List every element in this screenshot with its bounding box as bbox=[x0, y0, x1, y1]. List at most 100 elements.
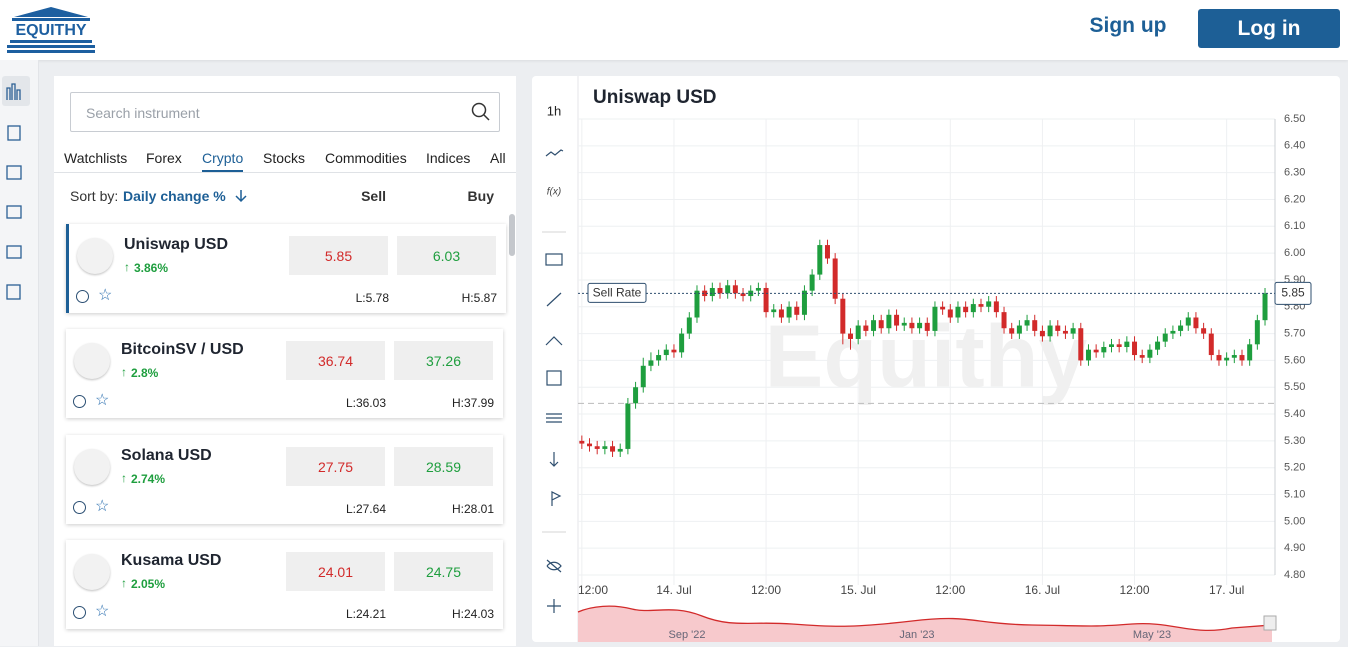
day-low: L:5.78 bbox=[355, 291, 389, 305]
candle-body bbox=[579, 440, 585, 444]
day-low: L:36.03 bbox=[345, 396, 386, 410]
search-placeholder: Search instrument bbox=[86, 105, 200, 121]
candle-body bbox=[640, 365, 646, 388]
fib-tool[interactable] bbox=[546, 413, 562, 423]
candle-body bbox=[694, 290, 700, 318]
candle-body bbox=[1016, 325, 1022, 334]
chart: 1h f(x) Uniswap USD Equithy 4.80 4.90 5.00… bbox=[542, 76, 1312, 642]
tab[interactable]: Indices bbox=[426, 150, 471, 166]
candle-body bbox=[717, 287, 723, 294]
buy-button[interactable]: 37.26 bbox=[394, 341, 493, 380]
daily-change: 2.74% bbox=[131, 472, 166, 486]
instrument-card[interactable]: Uniswap USD ↑ 3.86% 5.85 6.03 ☆ L:5.78 H:5.87 bbox=[66, 224, 506, 313]
chart-type-icon[interactable] bbox=[545, 149, 564, 157]
icon-wallet[interactable] bbox=[6, 245, 22, 259]
buy-header: Buy bbox=[467, 188, 494, 204]
navigator-handle[interactable] bbox=[1263, 615, 1277, 631]
candle-body bbox=[679, 333, 685, 353]
star-icon[interactable]: ☆ bbox=[95, 392, 110, 409]
candle-body bbox=[656, 355, 662, 361]
candle-body bbox=[1147, 349, 1153, 358]
line-tool[interactable] bbox=[546, 292, 562, 307]
buy-button[interactable]: 6.03 bbox=[397, 236, 496, 275]
info-icon[interactable] bbox=[76, 290, 89, 303]
candle-body bbox=[1231, 355, 1237, 358]
star-icon[interactable]: ☆ bbox=[95, 603, 110, 620]
candle-body bbox=[732, 285, 738, 294]
candle-body bbox=[1262, 293, 1268, 321]
flag-tool[interactable] bbox=[551, 491, 562, 506]
sell-button[interactable]: 24.01 bbox=[286, 552, 385, 591]
log-in-button[interactable]: Log in bbox=[1198, 9, 1340, 48]
instrument-card[interactable]: Kusama USD ↑ 2.05% 24.01 24.75 ☆ L:24.21 H:24.0… bbox=[66, 540, 503, 629]
info-icon[interactable] bbox=[73, 606, 86, 619]
scrollbar[interactable] bbox=[509, 214, 515, 256]
star-icon[interactable]: ☆ bbox=[95, 498, 110, 515]
candle-body bbox=[955, 306, 961, 318]
candle-body bbox=[610, 446, 616, 452]
hide-tool[interactable] bbox=[546, 559, 562, 573]
candle-body bbox=[633, 387, 639, 404]
info-icon[interactable] bbox=[73, 395, 86, 408]
candle-body bbox=[1201, 328, 1207, 334]
sell-button[interactable]: 5.85 bbox=[289, 236, 388, 275]
candle-body bbox=[1093, 349, 1099, 353]
tab[interactable]: Commodities bbox=[325, 150, 407, 166]
candle-body bbox=[917, 322, 923, 329]
search-box[interactable]: Search instrument bbox=[70, 92, 500, 132]
function-button[interactable]: f(x) bbox=[547, 187, 561, 198]
sort-value[interactable]: Daily change % bbox=[123, 188, 226, 204]
y-tick-label: 5.10 bbox=[1284, 488, 1305, 500]
instrument-card[interactable]: Solana USD ↑ 2.74% 27.75 28.59 ☆ L:27.64 H:28.0… bbox=[66, 435, 503, 524]
x-tick-label: 15. Jul bbox=[841, 583, 876, 597]
tab[interactable]: Forex bbox=[146, 150, 182, 166]
candle-body bbox=[1239, 355, 1245, 361]
info-icon[interactable] bbox=[73, 501, 86, 514]
y-tick-label: 6.50 bbox=[1284, 113, 1305, 125]
active-bg bbox=[2, 76, 30, 106]
text-tool[interactable] bbox=[545, 253, 563, 266]
crosshair-toggle[interactable] bbox=[547, 599, 561, 613]
tab[interactable]: Crypto bbox=[202, 150, 244, 172]
sort-arrow[interactable] bbox=[234, 189, 248, 203]
instrument-card[interactable]: BitcoinSV / USD ↑ 2.8% 36.74 37.26 ☆ L:36.03 H:… bbox=[66, 329, 503, 418]
candle-body bbox=[817, 245, 823, 275]
tabs: Watchlists Forex Crypto Stocks Commodities In… bbox=[54, 148, 516, 173]
buy-button[interactable]: 28.59 bbox=[394, 447, 493, 486]
icon-doc[interactable] bbox=[6, 284, 21, 300]
candle-body bbox=[725, 285, 731, 294]
icon-money[interactable] bbox=[7, 125, 21, 141]
candle-body bbox=[686, 317, 692, 334]
candle-body bbox=[832, 258, 838, 299]
icon-portfolio[interactable] bbox=[6, 165, 22, 180]
candle-body bbox=[786, 306, 792, 318]
candle-body bbox=[1162, 333, 1168, 342]
tab[interactable]: All bbox=[490, 150, 506, 166]
candle-body bbox=[755, 287, 761, 291]
buy-button[interactable]: 24.75 bbox=[394, 552, 493, 591]
icon-transfer[interactable] bbox=[6, 205, 22, 219]
icon-chart[interactable] bbox=[6, 83, 21, 100]
candle-body bbox=[848, 333, 854, 339]
candle-body bbox=[671, 349, 677, 353]
star-icon[interactable]: ☆ bbox=[98, 287, 113, 304]
chart-panel: 1h f(x) Uniswap USD Equithy 4.80 4.90 5.00… bbox=[532, 76, 1340, 642]
measure-tool[interactable] bbox=[549, 452, 559, 467]
candle-body bbox=[594, 446, 600, 449]
pitchfork-tool[interactable] bbox=[545, 336, 563, 346]
sort-label: Sort by: bbox=[70, 188, 119, 204]
change-arrow: ↑ bbox=[121, 471, 127, 485]
sign-up[interactable]: Sign up bbox=[1089, 14, 1167, 37]
tab[interactable]: Stocks bbox=[263, 150, 306, 166]
crosshair-tool[interactable] bbox=[546, 370, 562, 386]
instrument-icon bbox=[74, 554, 110, 590]
instrument-name: Solana USD bbox=[121, 447, 212, 464]
logo[interactable]: EQUITHY bbox=[6, 4, 96, 56]
timeframe[interactable]: 1h bbox=[547, 103, 561, 118]
candle-body bbox=[602, 446, 608, 449]
candle-body bbox=[947, 309, 953, 318]
tab[interactable]: Watchlists bbox=[64, 150, 128, 166]
sell-button[interactable]: 36.74 bbox=[286, 341, 385, 380]
sell-button[interactable]: 27.75 bbox=[286, 447, 385, 486]
